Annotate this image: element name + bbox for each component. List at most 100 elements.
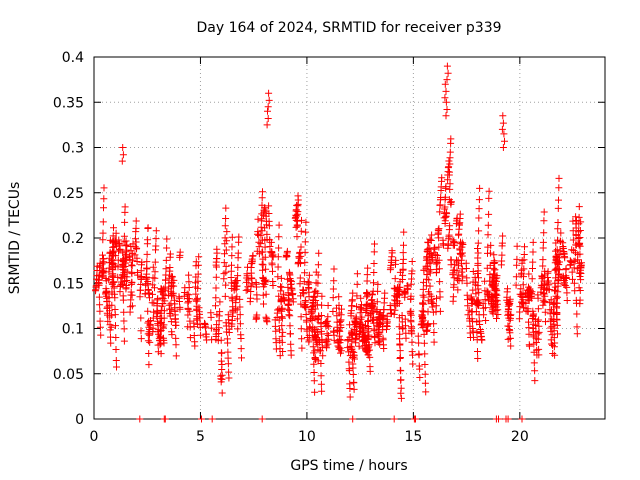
data-point — [111, 290, 118, 298]
y-tick-label: 0 — [75, 412, 84, 428]
data-point — [356, 320, 364, 328]
data-point — [524, 296, 532, 304]
data-point — [145, 361, 153, 369]
data-point — [561, 282, 569, 289]
data-point — [224, 339, 232, 347]
data-point — [137, 274, 145, 282]
data-point — [154, 295, 162, 303]
data-point — [361, 333, 369, 341]
data-point — [446, 160, 454, 168]
data-point — [268, 261, 276, 269]
data-point — [311, 314, 319, 322]
data-point — [144, 337, 152, 345]
data-point — [540, 208, 548, 216]
data-point — [442, 112, 450, 120]
data-point — [450, 266, 458, 274]
y-tick-label: 0.35 — [53, 95, 84, 111]
data-point — [374, 280, 382, 288]
data-point — [258, 194, 266, 202]
data-point — [356, 304, 364, 312]
data-point — [517, 285, 525, 293]
data-point — [478, 336, 486, 344]
data-point — [395, 299, 403, 307]
data-point — [539, 256, 547, 264]
data-point — [399, 255, 407, 263]
data-point — [396, 268, 404, 276]
data-point — [163, 244, 171, 252]
data-point — [526, 342, 533, 350]
data-point — [481, 277, 489, 285]
data-point — [369, 304, 377, 312]
data-point — [415, 339, 423, 347]
data-point — [132, 217, 140, 225]
data-point — [556, 246, 564, 254]
data-point — [119, 144, 127, 151]
data-point — [263, 236, 271, 243]
data-point — [492, 298, 499, 306]
data-point — [301, 259, 309, 267]
data-point — [254, 228, 262, 236]
data-point — [296, 248, 304, 256]
data-point — [554, 330, 561, 338]
data-point — [418, 307, 426, 315]
data-point — [380, 306, 388, 314]
data-point — [99, 218, 107, 226]
data-point — [479, 304, 487, 312]
data-point — [573, 299, 580, 307]
data-point — [329, 294, 337, 302]
data-point — [363, 289, 371, 296]
data-point — [137, 281, 145, 288]
data-point — [311, 305, 319, 313]
data-point — [370, 279, 377, 287]
data-point — [301, 238, 309, 246]
data-point — [518, 415, 526, 423]
data-point — [521, 243, 528, 251]
data-point — [259, 280, 267, 288]
data-point — [575, 213, 583, 221]
data-point — [547, 327, 555, 335]
data-point — [362, 301, 370, 309]
data-point — [373, 298, 381, 306]
data-point — [500, 130, 508, 138]
data-point — [212, 284, 220, 292]
data-point — [498, 257, 506, 265]
data-point — [535, 316, 543, 324]
data-point — [484, 221, 492, 229]
data-point — [346, 352, 354, 360]
data-point — [562, 272, 570, 280]
data-point — [400, 228, 408, 236]
data-point — [302, 304, 310, 312]
data-point — [335, 345, 343, 353]
data-point — [462, 265, 470, 272]
data-point — [272, 327, 280, 335]
data-point — [370, 248, 378, 256]
data-point — [275, 221, 283, 229]
data-point — [207, 313, 215, 321]
data-point — [103, 298, 111, 306]
data-point — [485, 187, 493, 195]
data-point — [498, 239, 506, 247]
data-point — [475, 227, 483, 235]
data-point — [373, 306, 381, 314]
data-point — [499, 232, 507, 240]
x-tick-label: 20 — [511, 429, 529, 445]
data-point — [476, 184, 484, 192]
data-point — [350, 385, 358, 393]
data-point — [257, 240, 265, 248]
data-point — [107, 339, 115, 347]
data-point — [401, 289, 409, 297]
data-point — [232, 277, 239, 285]
data-point — [172, 352, 180, 360]
data-point — [111, 262, 119, 270]
data-point — [224, 360, 232, 368]
data-point — [274, 306, 282, 314]
data-point — [258, 260, 266, 268]
data-point — [398, 318, 406, 326]
data-point — [121, 218, 129, 226]
data-point — [222, 322, 230, 330]
data-point — [323, 344, 331, 352]
data-point — [442, 183, 450, 191]
data-point — [228, 261, 235, 269]
data-point — [409, 360, 417, 368]
data-point — [435, 225, 443, 233]
